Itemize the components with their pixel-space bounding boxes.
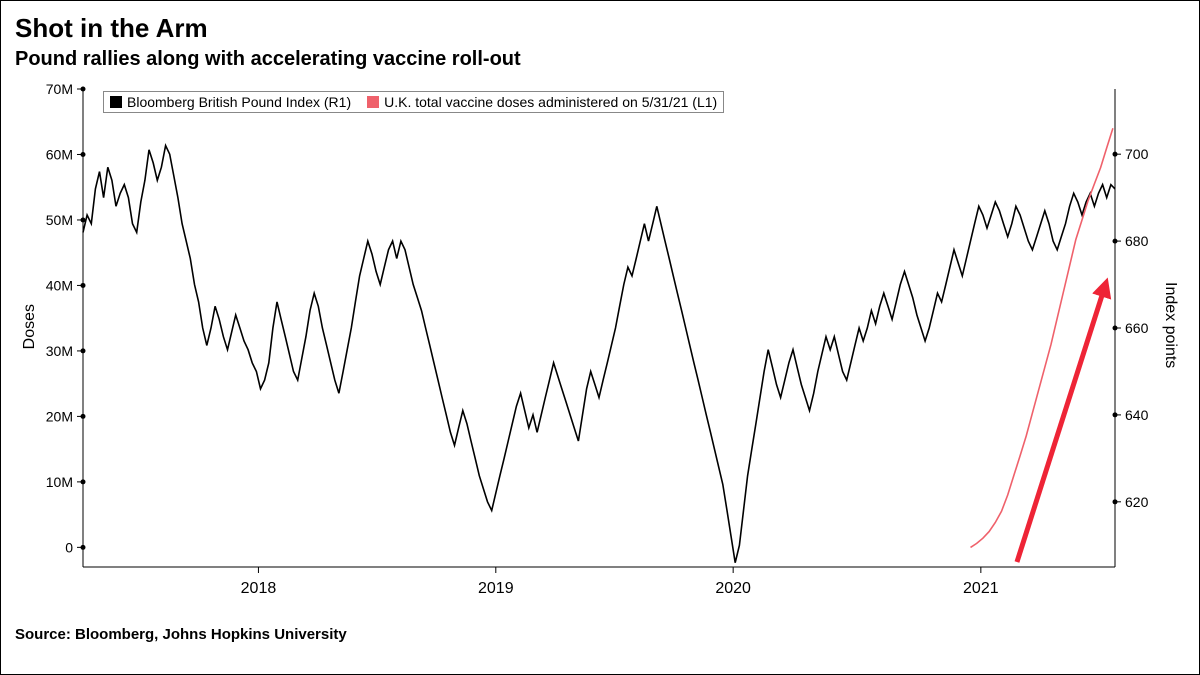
legend-swatch-vaccine <box>367 96 379 108</box>
chart-title: Shot in the Arm <box>15 13 1185 44</box>
chart-area: 0 10M 20M 30M 40M 50M 60M 70M 620 640 660 680 700 201… <box>15 77 1185 622</box>
chart-legend: Bloomberg British Pound Index (R1) U.K. … <box>103 91 724 113</box>
chart-subtitle: Pound rallies along with accelerating va… <box>15 48 1185 71</box>
svg-text:10M: 10M <box>46 474 73 490</box>
svg-text:60M: 60M <box>46 146 73 162</box>
svg-text:640: 640 <box>1125 407 1149 423</box>
svg-text:2020: 2020 <box>715 580 751 597</box>
left-axis-label: Doses <box>21 304 39 349</box>
legend-swatch-pound <box>110 96 122 108</box>
svg-text:700: 700 <box>1125 146 1149 162</box>
chart-svg: 0 10M 20M 30M 40M 50M 60M 70M 620 640 660 680 700 201… <box>15 77 1185 622</box>
svg-text:680: 680 <box>1125 233 1149 249</box>
svg-text:30M: 30M <box>46 343 73 359</box>
legend-item-vaccine: U.K. total vaccine doses administered on… <box>367 94 717 110</box>
svg-text:660: 660 <box>1125 320 1149 336</box>
right-axis-label: Index points <box>1161 282 1179 368</box>
legend-item-pound: Bloomberg British Pound Index (R1) <box>110 94 351 110</box>
legend-label-vaccine: U.K. total vaccine doses administered on… <box>384 94 717 110</box>
svg-text:50M: 50M <box>46 212 73 228</box>
svg-text:2021: 2021 <box>963 580 999 597</box>
svg-text:2019: 2019 <box>478 580 514 597</box>
chart-source: Source: Bloomberg, Johns Hopkins Univers… <box>15 626 1185 643</box>
svg-text:40M: 40M <box>46 277 73 293</box>
svg-text:620: 620 <box>1125 494 1149 510</box>
legend-label-pound: Bloomberg British Pound Index (R1) <box>127 94 351 110</box>
svg-text:0: 0 <box>65 539 73 555</box>
svg-text:70M: 70M <box>46 81 73 97</box>
svg-text:2018: 2018 <box>241 580 277 597</box>
svg-text:20M: 20M <box>46 408 73 424</box>
